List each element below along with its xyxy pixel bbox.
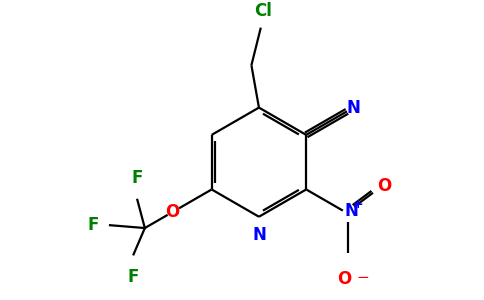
Text: F: F [128, 268, 139, 286]
Text: O: O [337, 270, 351, 288]
Text: N: N [252, 226, 266, 244]
Text: O: O [166, 203, 180, 221]
Text: Cl: Cl [254, 2, 272, 20]
Text: +: + [353, 199, 363, 212]
Text: O: O [377, 177, 392, 195]
Text: F: F [132, 169, 143, 187]
Text: N: N [345, 202, 359, 220]
Text: F: F [88, 216, 99, 234]
Text: N: N [347, 99, 361, 117]
Text: −: − [356, 270, 369, 285]
